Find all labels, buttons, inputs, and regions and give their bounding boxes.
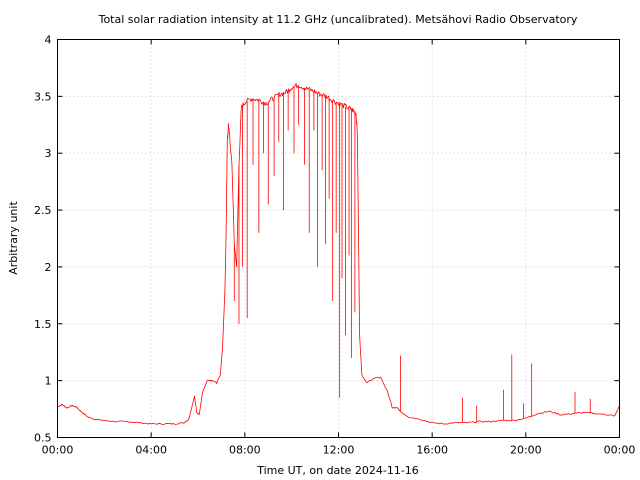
axis-ticks: 00:00 04:00 08:00 12:00 16:00 20:00 00:000.511… [34, 34, 635, 457]
x-tick-label: 16:00 [416, 444, 448, 457]
y-tick-label: 3 [45, 147, 52, 160]
y-tick-label: 1.5 [34, 318, 52, 331]
x-tick-label: 04:00 [135, 444, 167, 457]
x-tick-label: 08:00 [229, 444, 261, 457]
y-tick-label: 1 [45, 375, 52, 388]
y-tick-label: 2 [45, 261, 52, 274]
y-tick-label: 0.5 [34, 432, 52, 445]
grid-lines [57, 39, 620, 438]
x-axis-label: Time UT, on date 2024-11-16 [256, 464, 419, 477]
y-axis-label: Arbitrary unit [7, 201, 20, 275]
x-tick-label: 00:00 [42, 444, 74, 457]
y-tick-label: 4 [45, 34, 52, 47]
x-tick-label: 00:00 [604, 444, 636, 457]
x-tick-label: 12:00 [323, 444, 355, 457]
x-tick-label: 20:00 [510, 444, 542, 457]
y-tick-label: 3.5 [34, 90, 52, 103]
series-line [57, 82, 620, 425]
chart-title: Total solar radiation intensity at 11.2 … [98, 13, 578, 26]
series-layer [57, 82, 620, 425]
plot-frame [57, 39, 620, 438]
y-tick-label: 2.5 [34, 204, 52, 217]
